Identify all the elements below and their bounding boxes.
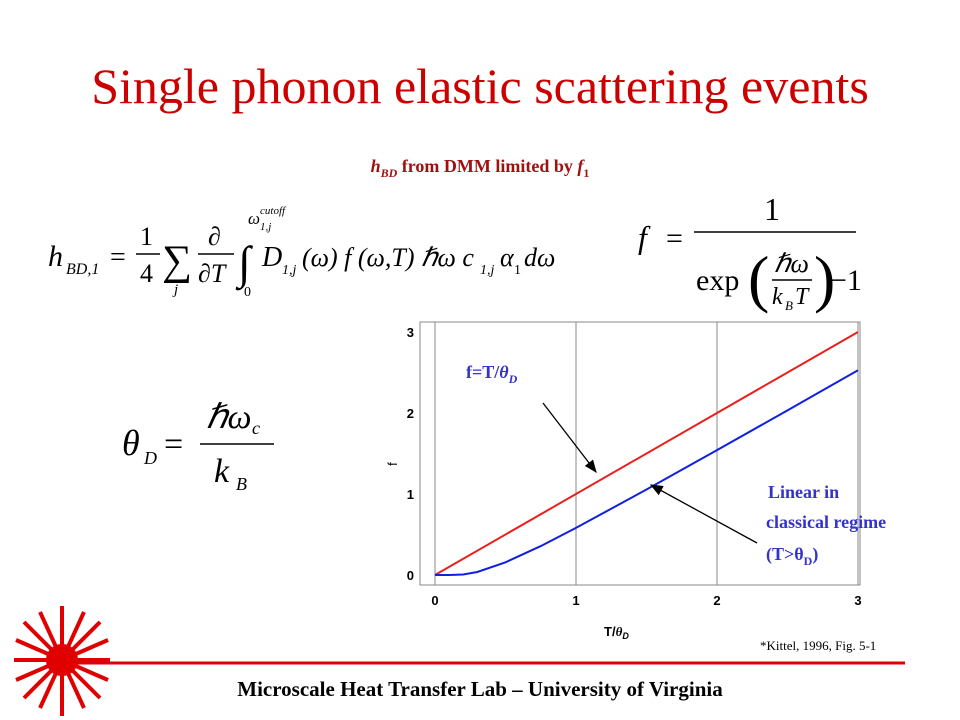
eq-part: 1,j [282, 263, 297, 278]
eq-part: ω [248, 209, 260, 228]
annotation-part: ) [812, 544, 818, 565]
eq-part: = [164, 426, 183, 463]
citation: *Kittel, 1996, Fig. 5-1 [760, 638, 876, 653]
eq-part: 1,j [260, 221, 271, 233]
y-tick-label: 3 [407, 325, 414, 340]
eq-part: α [500, 243, 515, 272]
eq-part: BD,1 [66, 261, 99, 278]
annotation: f=T/θD [466, 362, 518, 386]
eq-part: (ω) f (ω,T) ℏω c [302, 243, 474, 272]
eq-part: cutoff [260, 205, 287, 217]
annotation-line: (T>θD) [766, 544, 818, 568]
eq-part: ∫ [235, 237, 253, 291]
eq-part: k [772, 284, 783, 310]
chart: 0 1 2 3 0 1 2 3 [407, 322, 862, 608]
eq-part: ∂T [198, 259, 227, 288]
eq-part: = [110, 242, 126, 273]
eq-part: j [172, 282, 178, 298]
eq-part: ℏω [774, 249, 809, 278]
eq-part: ( [748, 243, 769, 314]
eq-part: D [261, 242, 282, 273]
eq-part: h [48, 240, 63, 273]
subtitle-part: 1 [583, 166, 589, 180]
eq-part: −1 [830, 264, 862, 297]
x-tick-label: 3 [854, 593, 861, 608]
eq-part: dω [524, 243, 555, 272]
x-tick-label: 0 [431, 593, 438, 608]
x-label-part: T/ [604, 624, 616, 639]
equation-theta: θ D = ℏω c k B [122, 399, 274, 494]
annotation-part: θ [499, 362, 509, 382]
eq-part: ) [814, 243, 835, 314]
logo [14, 606, 110, 716]
annotation-line: classical regime [766, 512, 886, 532]
eq-part: 1,j [480, 263, 495, 278]
slide-title: Single phonon elastic scattering events [91, 58, 869, 114]
annotation: Linear in classical regime (T>θD) [766, 482, 886, 568]
eq-part: ∂ [208, 222, 221, 251]
annotation-part: D [508, 372, 518, 386]
subtitle-part: from DMM limited by [397, 156, 577, 176]
eq-part: 0 [244, 285, 251, 300]
plot-frame [419, 321, 861, 586]
footer: Microscale Heat Transfer Lab – Universit… [237, 677, 723, 701]
annotation-line: Linear in [768, 482, 839, 502]
x-label-part: D [622, 631, 629, 641]
eq-part: ∑ [162, 238, 192, 284]
eq-part: D [143, 448, 157, 468]
annotation-arrow [542, 402, 597, 474]
eq-part: f [638, 219, 651, 255]
subtitle-part: BD [380, 166, 398, 180]
y-tick-label: 0 [407, 568, 414, 583]
y-tick-label: 2 [407, 406, 414, 421]
eq-part: θ [122, 423, 140, 463]
eq-part: B [785, 298, 793, 313]
annotation-part: (T>θ [766, 544, 804, 565]
subtitle-part: f [577, 156, 585, 176]
y-axis-label: f [385, 462, 400, 466]
eq-part: k [214, 453, 230, 490]
x-label-part: θ [616, 624, 623, 639]
eq-part: = [666, 222, 683, 255]
equation-f: f = 1 exp ( ℏω k B T ) −1 [638, 191, 862, 314]
series-line [434, 369, 859, 576]
annotation-part: D [804, 554, 813, 568]
subtitle: hBD from DMM limited by f1 [371, 156, 590, 180]
eq-part: 1 [140, 222, 153, 251]
annotation-part: f=T/ [466, 362, 500, 382]
equation-hbd: h BD,1 = 1 4 ∑ j ∂ ∂T ∫ 0 ω cutoff 1,j D… [48, 205, 555, 300]
x-tick-label: 1 [572, 593, 579, 608]
eq-part: 4 [140, 259, 153, 288]
x-tick-label: 2 [713, 593, 720, 608]
subtitle-part: h [371, 156, 381, 176]
eq-part: ℏω [206, 399, 252, 436]
eq-part: B [236, 474, 247, 494]
annotation-arrow [649, 484, 758, 544]
eq-part: exp [696, 264, 739, 297]
x-axis-label: T/θD [604, 624, 629, 641]
y-tick-label: 1 [407, 487, 414, 502]
eq-part: 1 [514, 263, 521, 278]
eq-part: 1 [764, 191, 780, 227]
series-line [434, 331, 859, 576]
eq-part: c [252, 418, 260, 438]
eq-part: T [795, 284, 810, 310]
